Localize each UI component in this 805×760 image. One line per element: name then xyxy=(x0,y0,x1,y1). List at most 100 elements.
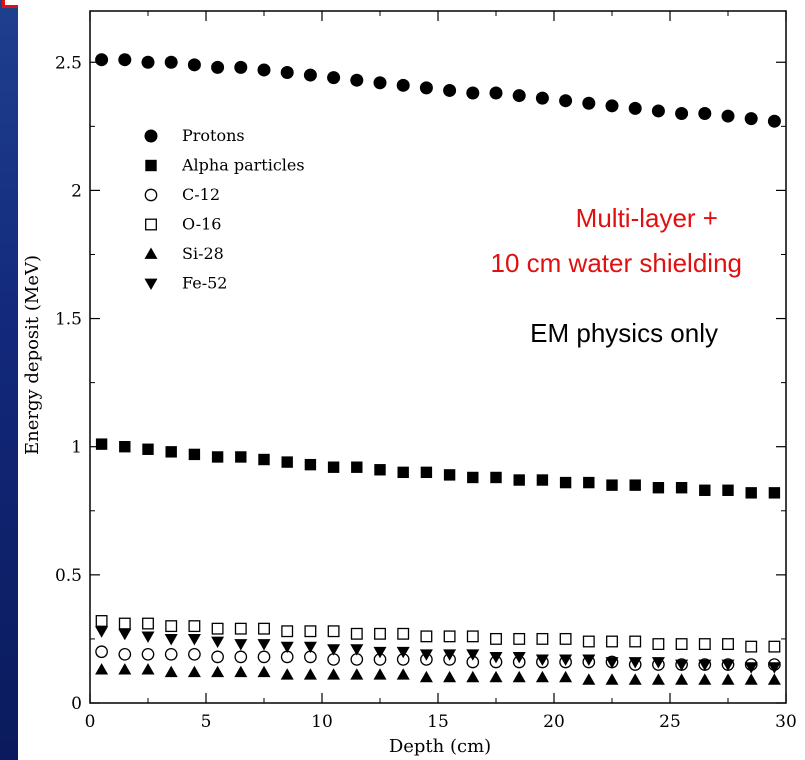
point-protons xyxy=(211,60,225,74)
point-o-16 xyxy=(490,632,502,645)
point-o-16 xyxy=(513,632,526,645)
point-fe-52 xyxy=(280,641,294,654)
point-si-28 xyxy=(95,663,109,675)
point-protons xyxy=(303,68,317,82)
point-si-28 xyxy=(466,670,480,683)
point-fe-52 xyxy=(535,654,549,666)
y-tick-label: 2 xyxy=(71,181,82,201)
point-fe-52 xyxy=(303,641,317,654)
point-si-28 xyxy=(582,673,596,685)
point-o-16 xyxy=(350,627,363,640)
point-alpha-particles xyxy=(211,451,224,463)
point-o-16 xyxy=(722,638,734,651)
point-si-28 xyxy=(489,670,503,683)
point-si-28 xyxy=(118,663,132,675)
point-o-16 xyxy=(234,622,247,635)
point-c-12 xyxy=(234,650,248,664)
point-o-16 xyxy=(327,625,340,638)
point-protons xyxy=(257,63,271,77)
point-protons xyxy=(466,86,480,100)
point-si-28 xyxy=(744,673,758,685)
point-alpha-particles xyxy=(745,487,757,499)
legend-marker-protons xyxy=(144,129,158,143)
point-o-16 xyxy=(118,617,131,630)
series-fe-52 xyxy=(95,626,781,674)
point-o-16 xyxy=(629,635,642,648)
x-axis-label: Depth (cm) xyxy=(389,736,491,757)
point-o-16 xyxy=(188,620,201,633)
point-alpha-particles xyxy=(351,461,363,473)
point-protons xyxy=(651,104,665,118)
point-si-28 xyxy=(396,668,410,680)
point-o-16 xyxy=(582,635,595,648)
point-si-28 xyxy=(605,673,619,685)
point-o-16 xyxy=(95,615,108,627)
point-si-28 xyxy=(141,663,155,675)
point-si-28 xyxy=(675,673,689,685)
x-tick-label: 15 xyxy=(427,712,449,732)
point-alpha-particles xyxy=(699,484,711,496)
point-alpha-particles xyxy=(119,441,131,453)
point-si-28 xyxy=(535,670,549,683)
point-si-28 xyxy=(303,668,317,680)
point-c-12 xyxy=(257,650,271,664)
legend-marker-si-28 xyxy=(144,247,158,259)
legend-label-o-16: O-16 xyxy=(182,215,221,234)
y-axis-label: Energy deposit (MeV) xyxy=(22,255,43,455)
point-o-16 xyxy=(420,630,433,643)
point-o-16 xyxy=(397,627,410,640)
point-si-28 xyxy=(164,665,178,678)
point-protons xyxy=(280,66,294,80)
point-si-28 xyxy=(443,670,457,683)
point-c-12 xyxy=(164,647,178,661)
point-o-16 xyxy=(258,622,270,635)
point-fe-52 xyxy=(118,628,132,641)
point-si-28 xyxy=(234,665,248,678)
point-si-28 xyxy=(211,665,225,678)
point-protons xyxy=(327,71,341,85)
point-si-28 xyxy=(698,673,712,685)
point-fe-52 xyxy=(350,644,364,656)
point-o-16 xyxy=(606,635,618,648)
annotation-water-shielding: 10 cm water shielding xyxy=(491,248,742,278)
y-tick-label: 0.5 xyxy=(55,566,82,586)
point-c-12 xyxy=(188,647,201,661)
point-si-28 xyxy=(628,673,642,685)
point-si-28 xyxy=(350,668,364,680)
point-alpha-particles xyxy=(304,458,317,471)
point-alpha-particles xyxy=(722,484,734,496)
point-si-28 xyxy=(721,673,735,685)
point-alpha-particles xyxy=(188,448,201,461)
series-protons xyxy=(95,53,781,128)
point-fe-52 xyxy=(744,662,758,674)
point-o-16 xyxy=(443,630,456,643)
point-o-16 xyxy=(675,638,688,651)
point-alpha-particles xyxy=(583,476,595,489)
point-o-16 xyxy=(211,622,224,635)
legend-label-si-28: Si-28 xyxy=(182,244,224,263)
y-tick-label: 0 xyxy=(71,694,82,714)
point-fe-52 xyxy=(443,649,457,661)
point-protons xyxy=(628,101,642,115)
point-protons xyxy=(373,76,387,90)
point-fe-52 xyxy=(187,634,201,646)
point-si-28 xyxy=(327,668,341,680)
point-fe-52 xyxy=(327,644,341,656)
legend-marker-c-12 xyxy=(144,188,158,202)
x-tick-label: 5 xyxy=(201,712,212,732)
point-fe-52 xyxy=(698,659,712,672)
point-alpha-particles xyxy=(559,476,572,489)
legend-label-alpha-particles: Alpha particles xyxy=(181,156,305,175)
point-o-16 xyxy=(304,625,317,638)
point-alpha-particles xyxy=(652,482,665,494)
point-protons xyxy=(767,114,781,128)
point-alpha-particles xyxy=(513,474,525,486)
point-si-28 xyxy=(373,668,387,680)
legend-label-fe-52: Fe-52 xyxy=(182,274,227,293)
point-fe-52 xyxy=(373,646,387,659)
axis-ticks: 0 5 10 15 20 25 30 0 0.5 1 1.5 2 2.5 xyxy=(55,11,797,732)
point-si-28 xyxy=(280,668,294,680)
point-fe-52 xyxy=(605,657,619,669)
point-o-16 xyxy=(745,640,758,653)
